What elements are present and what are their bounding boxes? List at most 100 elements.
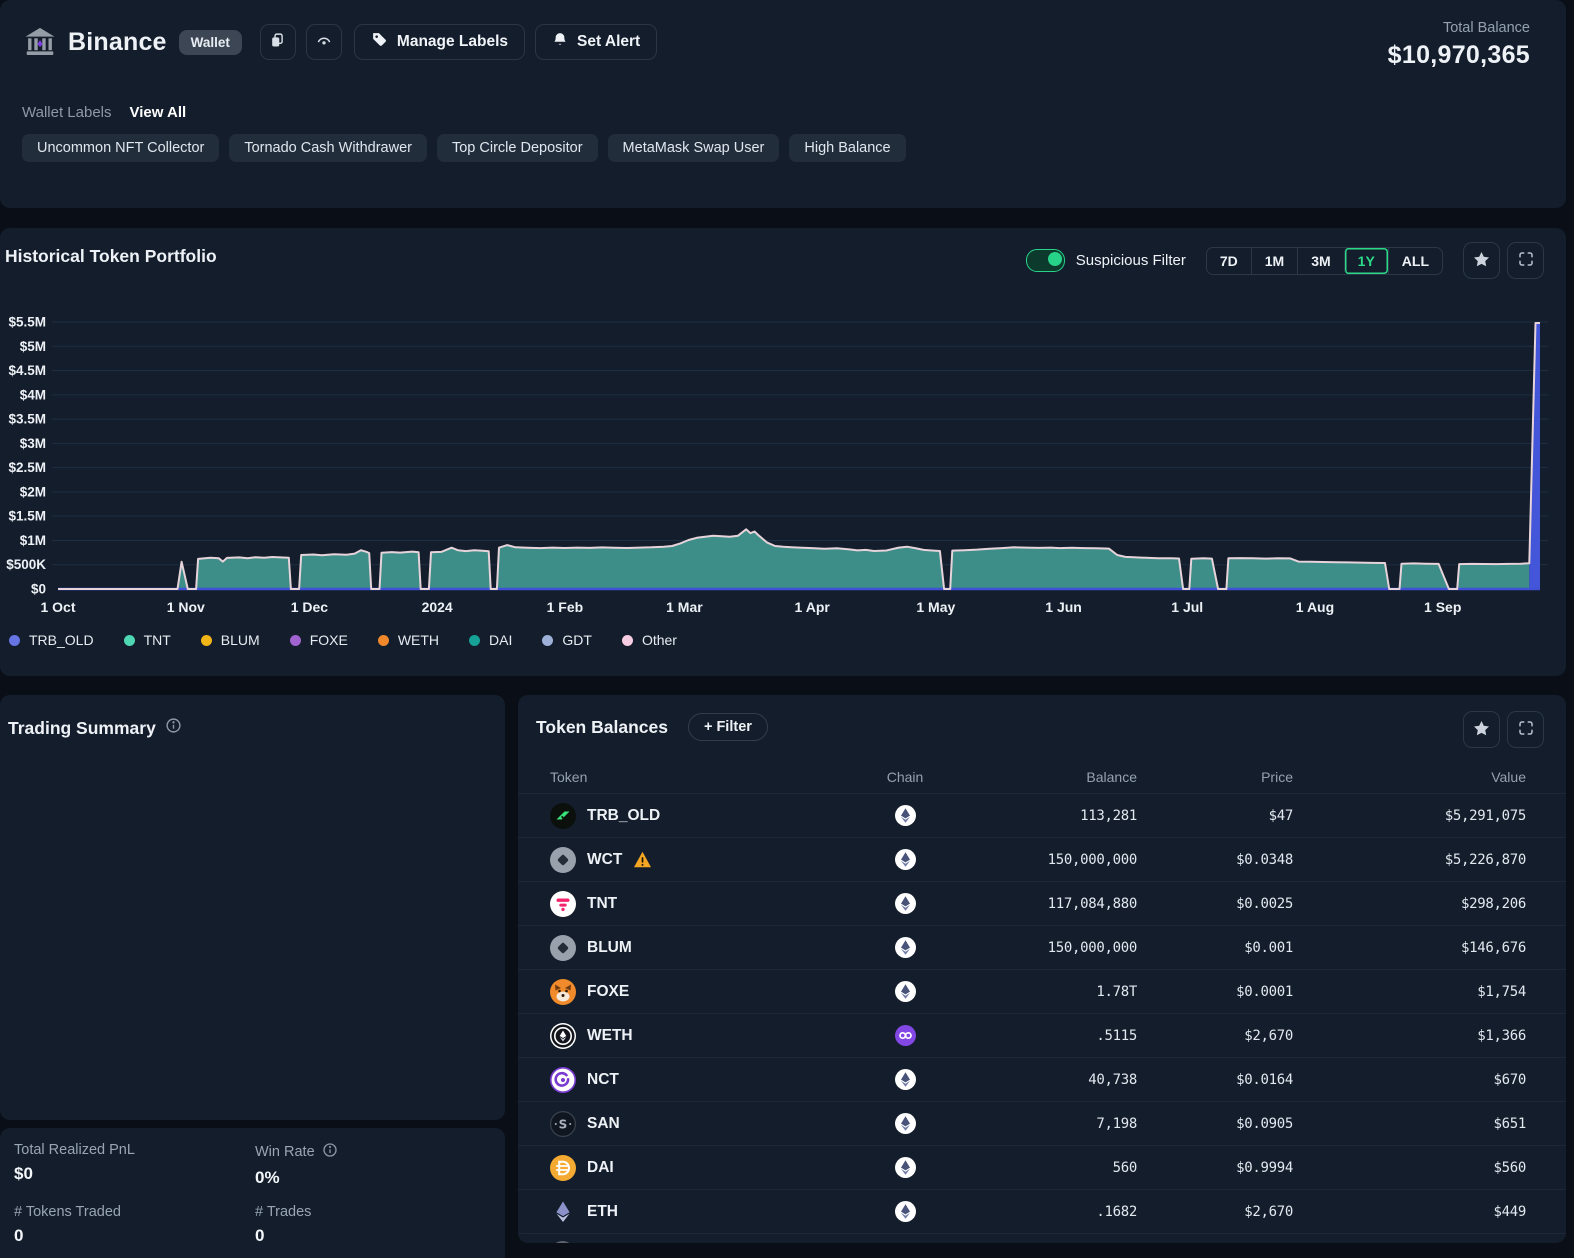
token-balances-head: Token Balances + Filter bbox=[536, 713, 768, 741]
balance-cell: 150,000,000 bbox=[1047, 939, 1138, 956]
token-cell: NCT bbox=[550, 1066, 860, 1093]
value-cell: $5,226,870 bbox=[1444, 851, 1527, 868]
column-header-value: Value bbox=[1491, 769, 1526, 785]
legend-item-foxe[interactable]: FOXE bbox=[289, 632, 348, 648]
value-cell: $298,206 bbox=[1460, 895, 1526, 912]
total-balance-label: Total Balance bbox=[1442, 20, 1530, 36]
trading-stats-grid: Total Realized PnL $0 Win Rate 0% # Tokens T… bbox=[0, 1128, 505, 1246]
tnt-token-icon bbox=[550, 890, 576, 917]
wallet-tag[interactable]: High Balance bbox=[789, 134, 906, 162]
chart-legend: TRB_OLD TNT BLUM FOXE WETH DAI GDT Other bbox=[9, 632, 677, 648]
warning-icon bbox=[633, 851, 652, 868]
svg-text:$5.5M: $5.5M bbox=[8, 315, 46, 330]
legend-item-gdt[interactable]: GDT bbox=[542, 632, 592, 648]
copy-address-button[interactable] bbox=[259, 24, 296, 60]
svg-text:$0: $0 bbox=[31, 582, 46, 597]
portfolio-chart[interactable]: $0 $500K $1M $1.5M $2M $2.5M $3M $3.5M $4M $4.5M $… bbox=[0, 300, 1566, 630]
wallet-header-card: Binance Wallet Manage Labels Set Alert T… bbox=[0, 0, 1566, 208]
svg-text:$2.5M: $2.5M bbox=[8, 460, 46, 475]
info-icon bbox=[165, 717, 182, 739]
legend-label: TRB_OLD bbox=[29, 632, 94, 648]
token-icon bbox=[550, 1241, 575, 1243]
chain-cell bbox=[860, 805, 950, 826]
expand-table-button[interactable] bbox=[1507, 711, 1544, 748]
table-row-eth[interactable]: ETH .1682 $2,670 $449 bbox=[518, 1189, 1566, 1233]
wallet-tag[interactable]: Top Circle Depositor bbox=[436, 134, 598, 162]
token-label: BLUM bbox=[587, 938, 632, 956]
svg-text:$5M: $5M bbox=[20, 339, 46, 354]
table-row-dai[interactable]: DAI 560 $0.9994 $560 bbox=[518, 1145, 1566, 1189]
svg-text:$4.5M: $4.5M bbox=[8, 363, 46, 378]
legend-item-blum[interactable]: BLUM bbox=[200, 632, 260, 648]
ethereum-chain-icon bbox=[894, 981, 916, 1002]
total-balance: Total Balance $10,970,365 bbox=[1388, 20, 1530, 70]
svg-text:1 Apr: 1 Apr bbox=[795, 599, 831, 615]
suspicious-filter-toggle[interactable] bbox=[1025, 249, 1065, 272]
svg-text:1 Sep: 1 Sep bbox=[1424, 599, 1461, 615]
eth-token-icon bbox=[550, 1199, 576, 1225]
watch-wallet-button[interactable] bbox=[305, 24, 342, 60]
column-header-token: Token bbox=[550, 769, 588, 785]
table-row-tnt[interactable]: TNT 117,084,880 $0.0025 $298,206 bbox=[518, 881, 1566, 925]
stat--tokens-traded: # Tokens Traded 0 bbox=[14, 1204, 255, 1246]
expand-icon bbox=[1517, 250, 1535, 271]
set-alert-button[interactable]: Set Alert bbox=[535, 24, 658, 60]
svg-text:2024: 2024 bbox=[422, 599, 453, 615]
range-button-1m[interactable]: 1M bbox=[1250, 247, 1297, 274]
token-cell: TNT bbox=[550, 890, 860, 917]
token-cell: WCT bbox=[550, 846, 860, 873]
suspicious-filter: Suspicious Filter bbox=[1025, 249, 1186, 272]
table-header: Token Chain Balance Price Value bbox=[518, 761, 1566, 793]
stat-value: 0 bbox=[14, 1226, 24, 1245]
favorite-button[interactable] bbox=[1463, 711, 1500, 748]
suspicious-filter-label: Suspicious Filter bbox=[1075, 252, 1186, 269]
stat--trades: # Trades 0 bbox=[255, 1204, 505, 1246]
range-button-3m[interactable]: 3M bbox=[1297, 247, 1343, 274]
price-cell: $0.0001 bbox=[1236, 983, 1293, 1000]
weth-token-icon bbox=[550, 1022, 576, 1049]
table-row-foxe[interactable]: FOXE 1.78T $0.0001 $1,754 bbox=[518, 969, 1566, 1013]
table-body: TRB_OLD 113,281 $47 $5,291,075 WCT 150,000,00… bbox=[518, 793, 1566, 1233]
legend-item-dai[interactable]: DAI bbox=[469, 632, 512, 648]
historical-portfolio-card: Historical Token Portfolio Suspicious Fi… bbox=[0, 228, 1566, 676]
stat-label: Total Realized PnL bbox=[14, 1142, 135, 1158]
value-cell: $146,676 bbox=[1460, 939, 1526, 956]
range-button-all[interactable]: ALL bbox=[1387, 247, 1442, 274]
table-row-weth[interactable]: WETH .5115 $2,670 $1,366 bbox=[518, 1013, 1566, 1057]
price-cell: $0.9994 bbox=[1236, 1159, 1293, 1176]
table-row-trb_old[interactable]: TRB_OLD 113,281 $47 $5,291,075 bbox=[518, 793, 1566, 837]
svg-text:1 Dec: 1 Dec bbox=[291, 599, 329, 615]
legend-item-weth[interactable]: WETH bbox=[377, 632, 439, 648]
favorite-button[interactable] bbox=[1463, 242, 1500, 279]
table-row-san[interactable]: S SAN 7,198 $0.0905 $651 bbox=[518, 1101, 1566, 1145]
wallet-tag[interactable]: MetaMask Swap User bbox=[607, 134, 780, 162]
price-cell: $2,670 bbox=[1244, 1027, 1293, 1044]
expand-chart-button[interactable] bbox=[1507, 242, 1544, 279]
range-button-7d[interactable]: 7D bbox=[1207, 248, 1251, 274]
manage-labels-button[interactable]: Manage Labels bbox=[353, 24, 526, 60]
legend-item-trb_old[interactable]: TRB_OLD bbox=[9, 632, 94, 648]
legend-dot bbox=[542, 634, 554, 646]
legend-item-other[interactable]: Other bbox=[621, 632, 677, 648]
legend-item-tnt[interactable]: TNT bbox=[123, 632, 171, 648]
svg-text:$3.5M: $3.5M bbox=[8, 412, 46, 427]
wallet-tag[interactable]: Tornado Cash Withdrawer bbox=[229, 134, 427, 162]
legend-dot bbox=[200, 634, 212, 646]
table-row-wct[interactable]: WCT 150,000,000 $0.0348 $5,226,870 bbox=[518, 837, 1566, 881]
view-all-link[interactable]: View All bbox=[129, 104, 187, 121]
wallet-header-row: Binance Wallet Manage Labels Set Alert bbox=[22, 24, 658, 60]
range-button-1y[interactable]: 1Y bbox=[1343, 247, 1388, 274]
table-row-nct[interactable]: NCT 40,738 $0.0164 $670 bbox=[518, 1057, 1566, 1101]
wallet-tag[interactable]: Uncommon NFT Collector bbox=[22, 134, 220, 162]
wct-token-icon bbox=[550, 846, 576, 873]
time-range-group: 7D 1M 3M 1Y ALL bbox=[1205, 246, 1443, 275]
token-cell: TRB_OLD bbox=[550, 802, 860, 829]
token-label: DAI bbox=[587, 1158, 614, 1176]
price-cell: $0.001 bbox=[1244, 939, 1293, 956]
dai-token-icon bbox=[550, 1154, 576, 1181]
table-row-blum[interactable]: BLUM 150,000,000 $0.001 $146,676 bbox=[518, 925, 1566, 969]
filter-button[interactable]: + Filter bbox=[687, 713, 768, 741]
table-row-partial bbox=[518, 1233, 1566, 1243]
stat-total-realized-pnl: Total Realized PnL $0 bbox=[14, 1142, 255, 1188]
stat-value: $0 bbox=[14, 1164, 33, 1183]
